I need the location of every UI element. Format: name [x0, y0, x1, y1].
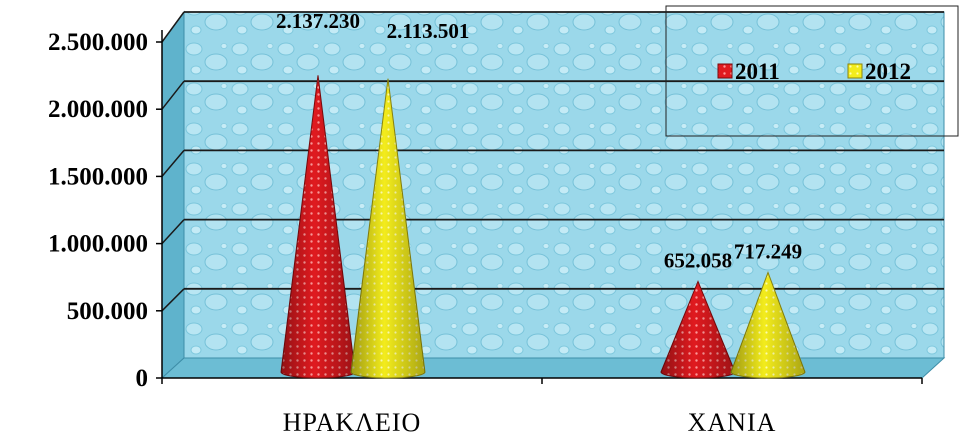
- chart-left-wall: [161, 10, 185, 380]
- legend: 2011 2012: [665, 5, 959, 137]
- data-label: 2.137.230: [276, 9, 360, 33]
- data-label: 652.058: [664, 248, 732, 272]
- axes: 0 500.000 1.000.000 1.500.000 2.000.000 2.500…: [48, 29, 923, 437]
- gridline-side: [161, 219, 185, 245]
- gridline-side: [161, 149, 185, 177]
- x-tick-label: ΗΡΑΚΛΕΙΟ: [283, 408, 422, 437]
- y-tick-label: 1.500.000: [48, 163, 148, 190]
- y-tick-label: 0: [136, 365, 149, 392]
- data-label: 717.249: [734, 239, 802, 263]
- chart-floor: [160, 357, 946, 379]
- cone-2012-1: [730, 271, 806, 379]
- gridline-side: [161, 11, 185, 43]
- y-tick-label: 2.000.000: [48, 96, 148, 123]
- y-tick-label: 2.500.000: [48, 29, 148, 56]
- y-tick-label: 1.000.000: [48, 231, 148, 258]
- cones: [280, 75, 806, 379]
- gridline-side: [161, 288, 185, 312]
- y-tick-label: 500.000: [67, 298, 148, 325]
- legend-swatch-2011: [717, 63, 733, 79]
- gridline-side: [161, 80, 185, 110]
- legend-box: [665, 5, 959, 137]
- legend-swatch-2012: [847, 63, 863, 79]
- legend-label-2011: 2011: [735, 59, 780, 84]
- data-label: 2.113.501: [387, 19, 470, 43]
- legend-label-2012: 2012: [865, 59, 911, 84]
- data-labels: 2.137.230 2.113.501 652.058 717.249: [276, 9, 802, 272]
- x-tick-label: ΧΑΝΙΑ: [688, 408, 777, 437]
- cone-2012-0: [350, 78, 426, 379]
